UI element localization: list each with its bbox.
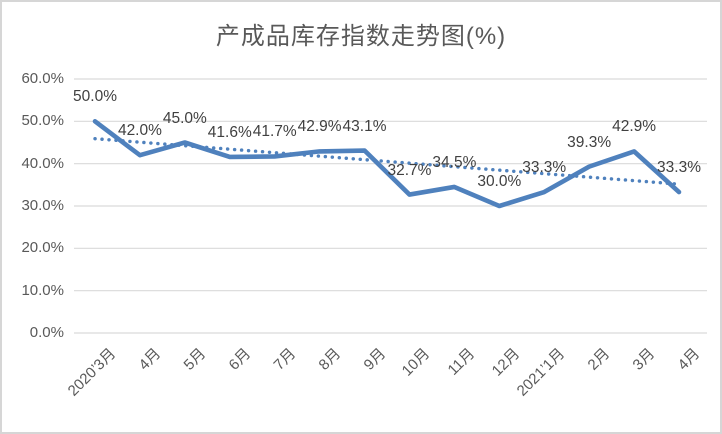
data-point-label: 50.0% [73,88,117,106]
y-axis-tick-label: 20.0% [21,239,64,257]
data-point-label: 34.5% [432,153,477,171]
y-axis-tick-label: 0.0% [29,324,64,341]
data-point-label: 39.3% [567,133,612,151]
y-axis-tick-label: 10.0% [21,281,64,299]
data-point-label: 33.3% [522,159,567,177]
y-axis-tick-label: 40.0% [21,154,64,172]
data-point-label: 45.0% [162,109,207,127]
data-point-label: 42.9% [297,118,342,136]
y-axis-tick-label: 30.0% [21,197,64,214]
chart-title: 产成品库存指数走势图(%) [215,23,507,50]
data-point-label: 42.0% [117,122,162,140]
data-point-label: 41.6% [207,123,252,141]
data-point-label: 43.1% [342,117,387,135]
series-line [92,119,682,209]
data-point-label: 32.7% [387,161,432,179]
data-point-label: 42.9% [612,118,657,136]
y-axis-tick-label: 60.0% [21,70,64,87]
y-axis-tick-label: 50.0% [21,112,64,130]
data-point-label: 41.7% [252,123,297,141]
data-point-label: 33.3% [657,159,701,177]
data-point-label: 30.0% [477,173,522,190]
